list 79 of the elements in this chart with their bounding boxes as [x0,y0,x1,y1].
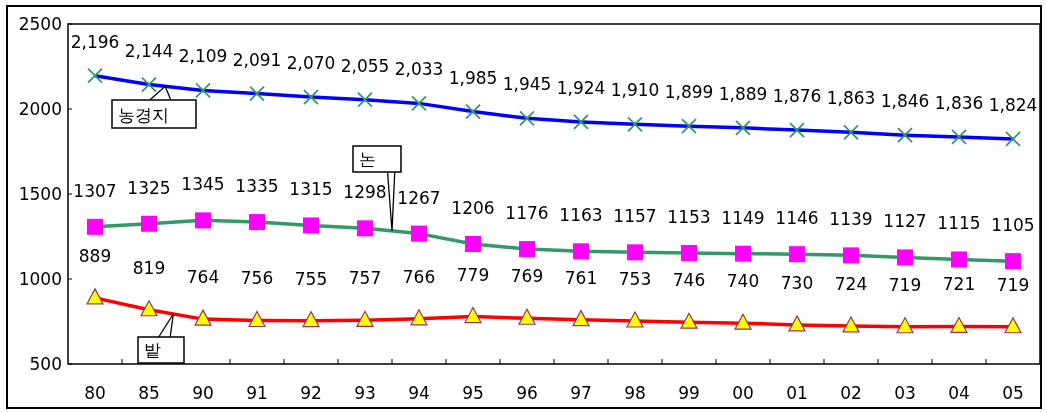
data-label: 757 [348,268,382,289]
data-label: 761 [564,267,598,288]
x-tick-label: 03 [894,383,916,403]
data-label: 1163 [559,205,603,226]
data-label: 719 [888,274,922,295]
data-label: 1,910 [610,80,660,101]
data-label: 2,091 [232,49,282,70]
data-label: 730 [780,272,814,293]
data-label: 1335 [235,176,279,197]
y-tick-label: 500 [29,354,62,374]
y-tick-label: 2000 [18,99,62,119]
data-label: 740 [726,271,760,292]
x-tick-label: 99 [678,383,700,403]
data-label: 764 [186,267,220,288]
x-tick-label: 97 [570,383,592,403]
x-tick-label: 85 [138,383,160,403]
data-label: 779 [456,264,490,285]
x-tick-label: 00 [732,383,754,403]
data-label: 2,109 [178,46,228,67]
y-tick-label: 1500 [18,184,62,204]
data-label: 753 [618,268,652,289]
data-label: 1,985 [448,67,498,88]
data-label: 721 [942,274,976,295]
data-label: 755 [294,268,328,289]
y-tick-label: 1000 [18,269,62,289]
data-label: 769 [510,266,544,287]
series-label: 농경지 [118,105,169,125]
data-label: 1298 [343,182,387,203]
x-tick-label: 02 [840,383,862,403]
x-tick-label: 80 [84,383,106,403]
data-label: 724 [834,273,868,294]
x-tick-label: 92 [300,383,322,403]
data-label: 1,876 [772,86,822,107]
x-tick-label: 94 [408,383,430,403]
data-label: 2,033 [394,59,444,80]
data-label: 1267 [397,187,441,208]
data-label: 1325 [127,177,171,198]
data-label: 1,945 [502,74,552,95]
data-label: 1,924 [556,77,606,98]
data-label: 1315 [289,179,333,200]
data-label: 1,863 [826,88,876,109]
data-label: 1307 [73,180,117,201]
data-label: 1,836 [934,92,984,113]
data-label: 1105 [991,215,1035,236]
x-tick-label: 95 [462,383,484,403]
x-tick-label: 98 [624,383,646,403]
data-label: 1146 [775,208,819,229]
x-tick-label: 90 [192,383,214,403]
data-label: 1,899 [664,82,714,103]
data-label: 766 [402,266,436,287]
x-tick-label: 96 [516,383,538,403]
data-label: 2,196 [70,31,120,52]
data-label: 2,055 [340,55,390,76]
data-label: 1,846 [880,91,930,112]
data-label: 719 [996,274,1030,295]
data-label: 1149 [721,207,765,228]
data-label: 1153 [667,206,711,227]
data-label: 1127 [883,211,927,232]
data-label: 1157 [613,206,657,227]
data-label: 1,824 [988,94,1038,115]
y-tick-label: 2500 [18,14,62,34]
data-label: 819 [132,257,166,278]
series-label: 밭 [144,340,161,360]
x-tick-label: 01 [786,383,808,403]
x-tick-label: 05 [1002,383,1024,403]
data-label: 746 [672,270,706,291]
data-label: 1115 [937,213,981,234]
data-label: 2,070 [286,53,336,74]
x-tick-label: 04 [948,383,970,403]
data-label: 1,889 [718,83,768,104]
x-tick-label: 91 [246,383,268,403]
data-label: 1139 [829,209,873,230]
data-label: 2,144 [124,40,174,61]
data-label: 756 [240,268,274,289]
data-label: 1176 [505,203,549,224]
data-label: 1345 [181,174,225,195]
data-label: 1206 [451,197,495,218]
data-label: 889 [78,245,112,266]
x-tick-label: 93 [354,383,376,403]
